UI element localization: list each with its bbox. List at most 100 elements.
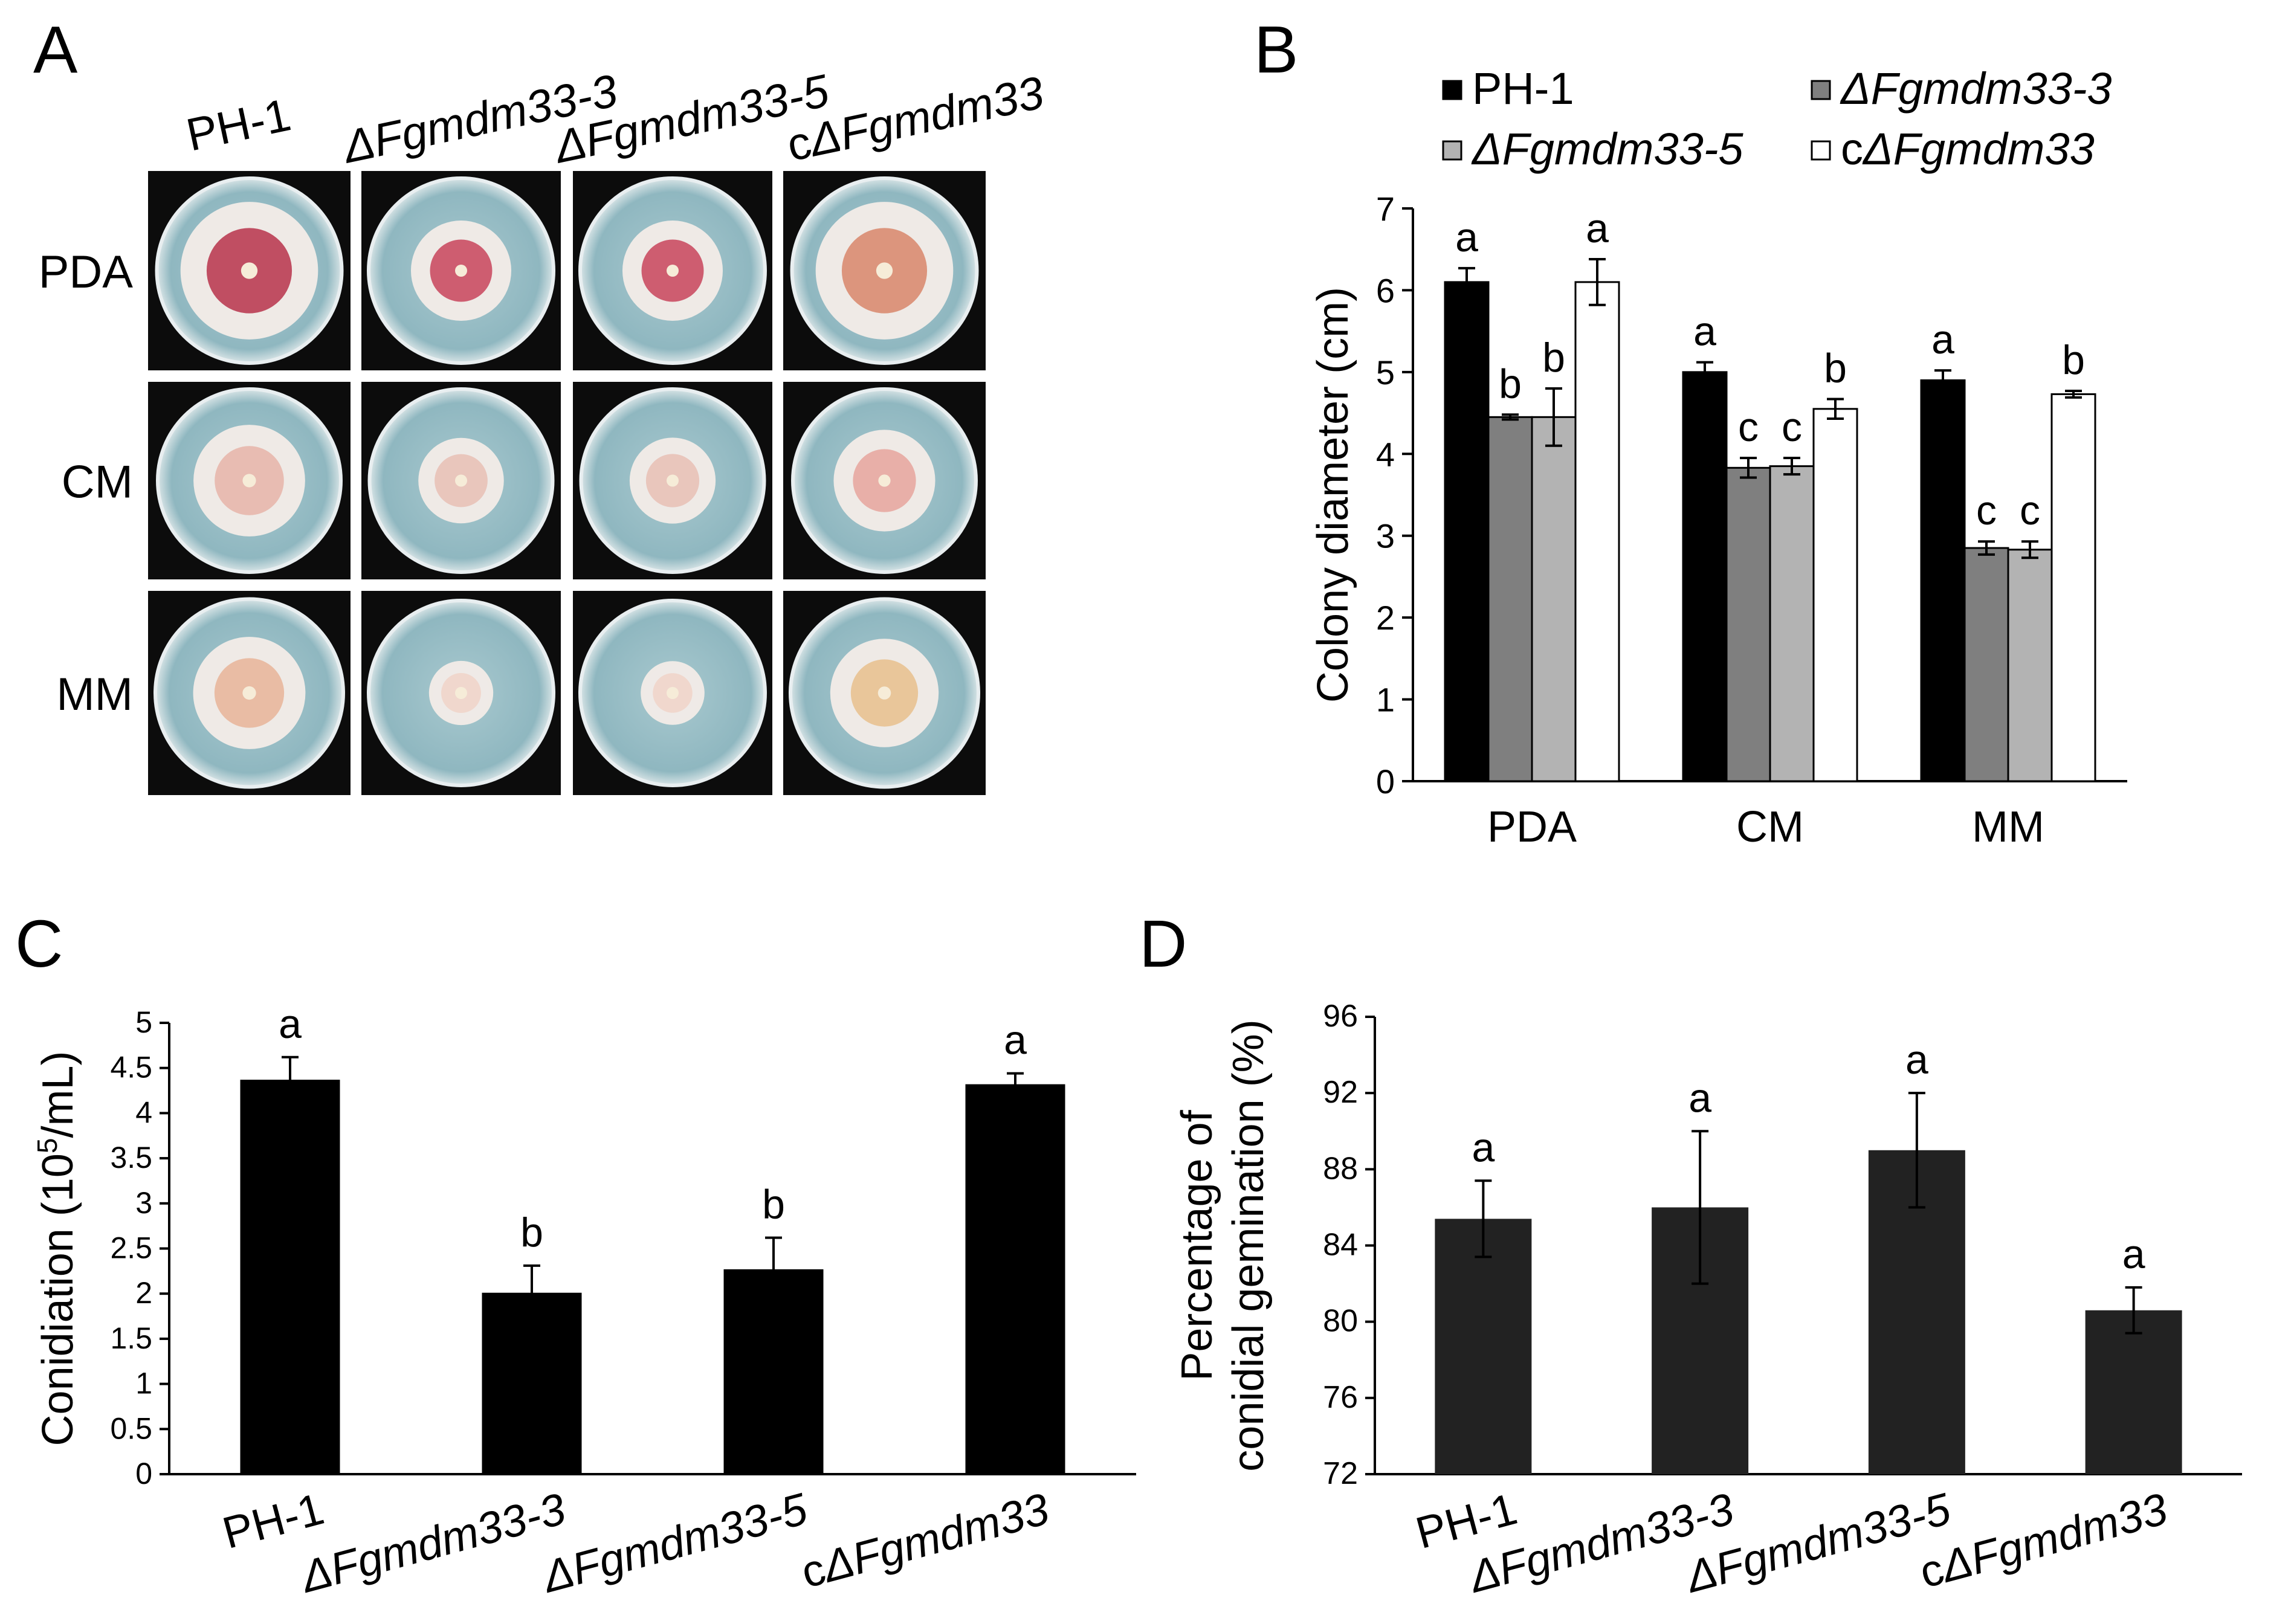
chart-d: 72 76 80 84 88 92 96 Percentage of conidial gemi… — [1173, 999, 2242, 1602]
significance-letter: c — [1782, 404, 1802, 450]
y-tick-label: 6 — [1376, 271, 1395, 309]
y-tick-label: 72 — [1323, 1456, 1358, 1491]
x-tick-label: cΔFgmdm33 — [796, 1483, 1054, 1597]
y-axis-title-line1: Percentage of — [1173, 1109, 1221, 1381]
bar — [2085, 1310, 2182, 1474]
bar — [1769, 465, 1815, 782]
significance-letter: a — [1586, 205, 1609, 251]
legend-label: ΔFgmdm33-5 — [1471, 124, 1743, 174]
y-tick-label: 0 — [1376, 762, 1395, 801]
significance-letter: a — [1688, 1075, 1711, 1121]
colony-center — [667, 687, 679, 699]
significance-letter: a — [1905, 1037, 1928, 1083]
colony-center — [455, 474, 467, 487]
bar — [1487, 416, 1533, 782]
chart-b-legend: PH-1 ΔFgmdm33-3 ΔFgmdm33-5 cΔFgmdm33 — [1442, 63, 2112, 174]
x-tick-label-name: ΔFgmdm33 — [1935, 1483, 2173, 1592]
bar — [965, 1084, 1065, 1474]
colony-center — [667, 265, 679, 277]
colony-center — [667, 474, 679, 487]
bar — [2007, 549, 2053, 782]
x-tick-label: MM — [1972, 803, 2044, 851]
y-tick-label: 96 — [1323, 999, 1358, 1034]
y-tick-label: 3.5 — [110, 1141, 152, 1174]
legend-label-name: ΔFgmdm33 — [1862, 124, 2095, 174]
legend-label-prefix: c — [1841, 124, 1863, 174]
y-axis-title: Conidiation (105/mL) — [31, 1051, 82, 1446]
bar — [1435, 1219, 1532, 1474]
x-tick-label: ΔFgmdm33-3 — [294, 1483, 570, 1602]
legend-label: cΔFgmdm33 — [1841, 124, 2095, 174]
y-tick-label: 2.5 — [110, 1231, 152, 1265]
y-tick-label: 0 — [135, 1457, 152, 1490]
panel-c-label: C — [15, 907, 63, 981]
y-tick-label: 76 — [1323, 1380, 1358, 1415]
y-tick-label: 80 — [1323, 1304, 1358, 1339]
significance-letter: a — [1004, 1017, 1027, 1063]
bar — [2050, 393, 2096, 782]
significance-letter: b — [762, 1182, 785, 1228]
significance-letter: c — [1738, 404, 1759, 450]
significance-letter: c — [1976, 488, 1997, 533]
bar — [1531, 416, 1577, 782]
legend-swatch — [1442, 140, 1462, 161]
panel-a-label: A — [33, 13, 78, 87]
strain-label-name: ΔFgmdm33 — [804, 67, 1048, 167]
bar — [723, 1269, 824, 1474]
colony-center — [241, 262, 258, 279]
y-tick-label: 5 — [1376, 353, 1395, 392]
panel-d-label: D — [1139, 907, 1187, 981]
y-tick-label: 4 — [1376, 435, 1395, 473]
bar — [1963, 547, 2009, 782]
significance-letter: a — [279, 1001, 302, 1047]
x-tick-label-name: ΔFgmdm33 — [816, 1483, 1054, 1592]
significance-letter: b — [1824, 346, 1847, 392]
y-axis-title-superscript: 5 — [31, 1138, 63, 1154]
y-tick-label: 0.5 — [110, 1411, 152, 1445]
significance-letter: c — [2020, 488, 2040, 533]
panel-b-label: B — [1254, 13, 1298, 87]
significance-letter: b — [1499, 361, 1522, 407]
x-tick-label: CM — [1736, 803, 1804, 851]
colony-center — [876, 262, 893, 279]
y-tick-label: 92 — [1323, 1075, 1358, 1110]
bar — [1920, 379, 1966, 782]
legend-swatch — [1442, 80, 1462, 100]
x-tick-label: PH-1 — [218, 1483, 329, 1558]
y-axis-title-unit: /mL) — [34, 1051, 82, 1138]
bar — [1682, 371, 1728, 782]
y-axis-title-main: Conidiation (10 — [34, 1153, 82, 1446]
significance-letter: a — [1693, 309, 1716, 355]
colony-center — [455, 687, 467, 699]
strain-label: PH-1 — [182, 89, 295, 161]
legend-swatch — [1811, 80, 1831, 100]
medium-label: MM — [56, 669, 133, 720]
bar — [1812, 408, 1858, 782]
medium-label: CM — [62, 457, 133, 508]
y-axis-title: Colony diameter (cm) — [1309, 287, 1357, 703]
significance-letter: a — [1472, 1124, 1494, 1170]
y-tick-label: 5 — [135, 1005, 152, 1039]
colony-center — [242, 686, 256, 700]
y-tick-label: 4 — [135, 1095, 152, 1129]
significance-letter: a — [2122, 1231, 2145, 1277]
significance-letter: b — [2062, 337, 2085, 383]
x-tick-label: cΔFgmdm33 — [1915, 1483, 2173, 1597]
y-tick-label: 3 — [135, 1186, 152, 1220]
bar — [1444, 281, 1490, 782]
x-tick-label: ΔFgmdm33-5 — [536, 1483, 812, 1602]
y-tick-label: 7 — [1376, 190, 1395, 228]
y-axis-title-line2: conidial gemination (%) — [1224, 1019, 1273, 1471]
significance-letter: a — [1455, 214, 1478, 260]
y-tick-label: 88 — [1323, 1151, 1358, 1186]
significance-letter: b — [520, 1210, 543, 1255]
y-tick-label: 2 — [135, 1276, 152, 1310]
colony-center — [877, 686, 891, 700]
x-tick-label: PDA — [1487, 803, 1577, 851]
legend-label: ΔFgmdm33-3 — [1840, 63, 2112, 114]
